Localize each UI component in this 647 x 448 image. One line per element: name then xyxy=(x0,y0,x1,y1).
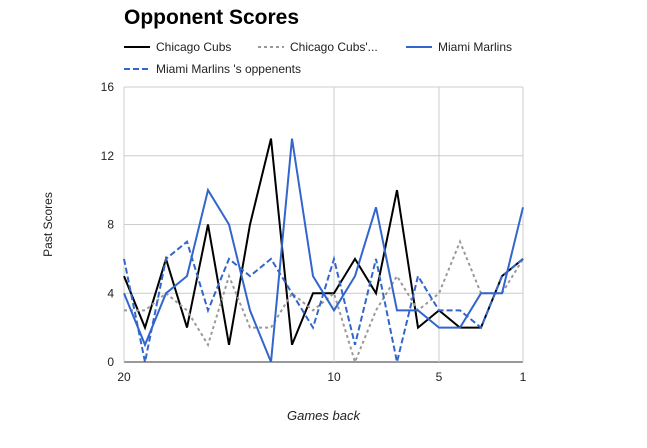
y-tick-label: 0 xyxy=(107,355,114,369)
legend-label-2: Chicago Cubs'... xyxy=(290,40,378,54)
y-tick-label: 12 xyxy=(101,149,115,163)
chart-title: Opponent Scores xyxy=(124,6,300,29)
legend-label-3: Miami Marlins xyxy=(438,40,512,54)
y-axis-title: Past Scores xyxy=(41,192,55,257)
y-tick-label: 16 xyxy=(101,80,115,94)
x-axis-title: Games back xyxy=(287,408,361,423)
series-line-2 xyxy=(124,239,524,365)
legend-label-4: Miami Marlins 's oppenents xyxy=(156,62,301,76)
x-tick-label: 5 xyxy=(436,370,443,384)
series-line-4 xyxy=(123,239,524,363)
x-tick-label: 10 xyxy=(327,370,341,384)
x-tick-label: 20 xyxy=(117,370,131,384)
legend-label-1: Chicago Cubs xyxy=(156,40,231,54)
y-tick-label: 8 xyxy=(107,218,114,232)
x-tick-label: 1 xyxy=(520,370,527,384)
y-tick-label: 4 xyxy=(107,286,114,300)
